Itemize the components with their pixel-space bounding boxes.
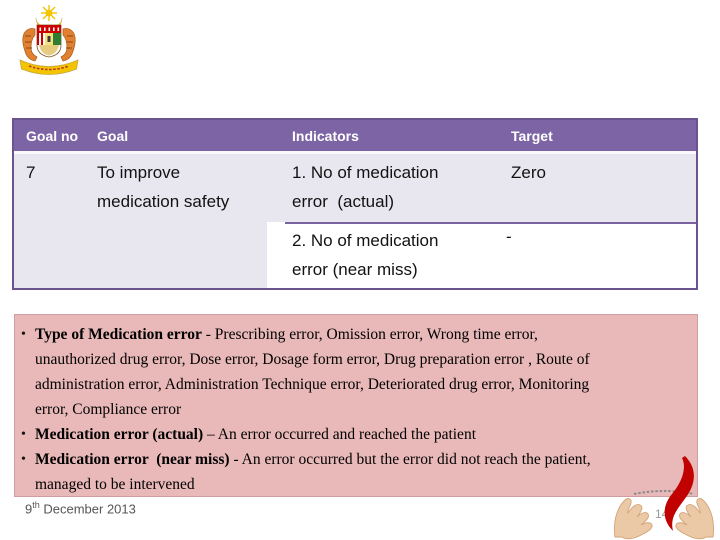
note-item-actual-error: Medication error (actual) – An error occ…	[17, 422, 689, 447]
note-term: Medication error (near miss)	[35, 451, 230, 468]
crest-shield-icon	[36, 24, 62, 58]
cell-goal: To improve medication safety	[97, 163, 230, 211]
cell-goal-no: 7	[26, 163, 36, 182]
col-header-target: Target	[511, 128, 553, 144]
notes-list: Type of Medication error - Prescribing e…	[17, 322, 689, 497]
date-month-year: December 2013	[39, 501, 136, 517]
crest-tiger-left-icon	[22, 28, 38, 62]
crest-tiger-right-icon	[60, 28, 76, 62]
left-hand-icon	[614, 498, 653, 540]
note-item-near-miss-error: Medication error (near miss) - An error …	[17, 447, 689, 497]
red-ribbon-icon	[664, 456, 694, 531]
near-miss-cell-top-border	[285, 222, 696, 224]
logo-tagline	[633, 490, 695, 495]
near-miss-overlay-cell	[267, 222, 696, 288]
pharmacy-hands-logo	[614, 456, 714, 540]
col-header-indicators: Indicators	[292, 128, 359, 144]
date-text: 9th December 2013	[25, 500, 136, 516]
note-term: Type of Medication error	[35, 326, 202, 343]
cell-indicator-2: 2. No of medication error (near miss)	[292, 231, 439, 279]
date-ordinal-suffix: th	[32, 500, 40, 510]
note-definition: – An error occurred and reached the pati…	[203, 426, 476, 443]
medication-error-notes-box: Type of Medication error - Prescribing e…	[14, 314, 698, 497]
col-header-goal: Goal	[97, 128, 129, 144]
right-hand-icon	[675, 498, 714, 540]
note-definition: - Prescribing error, Omission error, Wro…	[35, 326, 590, 418]
col-header-goal-no: Goal no	[26, 128, 79, 144]
table-header-row: Goal no Goal Indicators Target	[14, 120, 696, 154]
malaysia-coat-of-arms-logo	[19, 5, 79, 75]
crest-star-icon	[41, 5, 57, 21]
note-item-type-of-error: Type of Medication error - Prescribing e…	[17, 322, 689, 422]
note-term: Medication error (actual)	[35, 426, 204, 443]
cell-target-1: Zero	[511, 163, 546, 182]
crest-banner-icon	[19, 59, 79, 75]
cell-indicator-1: 1. No of medication error (actual)	[292, 163, 439, 211]
cell-target-2: -	[506, 227, 512, 246]
goals-table: Goal no Goal Indicators Target 7 To impr…	[12, 118, 698, 290]
date-day: 9	[25, 501, 33, 517]
note-definition: - An error occurred but the error did no…	[35, 451, 591, 493]
